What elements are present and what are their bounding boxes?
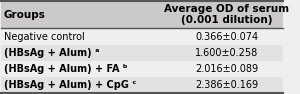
Bar bbox=[1, 61, 283, 77]
Bar bbox=[1, 1, 283, 28]
Bar bbox=[1, 45, 283, 61]
Text: 1.600±0.258: 1.600±0.258 bbox=[195, 48, 258, 58]
Text: (HBsAg + Alum) + FA ᵇ: (HBsAg + Alum) + FA ᵇ bbox=[4, 64, 127, 74]
Text: (HBsAg + Alum) ᵃ: (HBsAg + Alum) ᵃ bbox=[4, 48, 99, 58]
Bar bbox=[1, 77, 283, 93]
Text: Average OD of serum
(0.001 dilution): Average OD of serum (0.001 dilution) bbox=[164, 4, 289, 25]
Bar bbox=[1, 28, 283, 45]
Text: 2.386±0.169: 2.386±0.169 bbox=[195, 80, 258, 90]
Text: Groups: Groups bbox=[4, 10, 45, 20]
Text: (HBsAg + Alum) + CpG ᶜ: (HBsAg + Alum) + CpG ᶜ bbox=[4, 80, 136, 90]
Text: 2.016±0.089: 2.016±0.089 bbox=[195, 64, 258, 74]
Text: Negative control: Negative control bbox=[4, 32, 84, 42]
Text: 0.366±0.074: 0.366±0.074 bbox=[195, 32, 258, 42]
